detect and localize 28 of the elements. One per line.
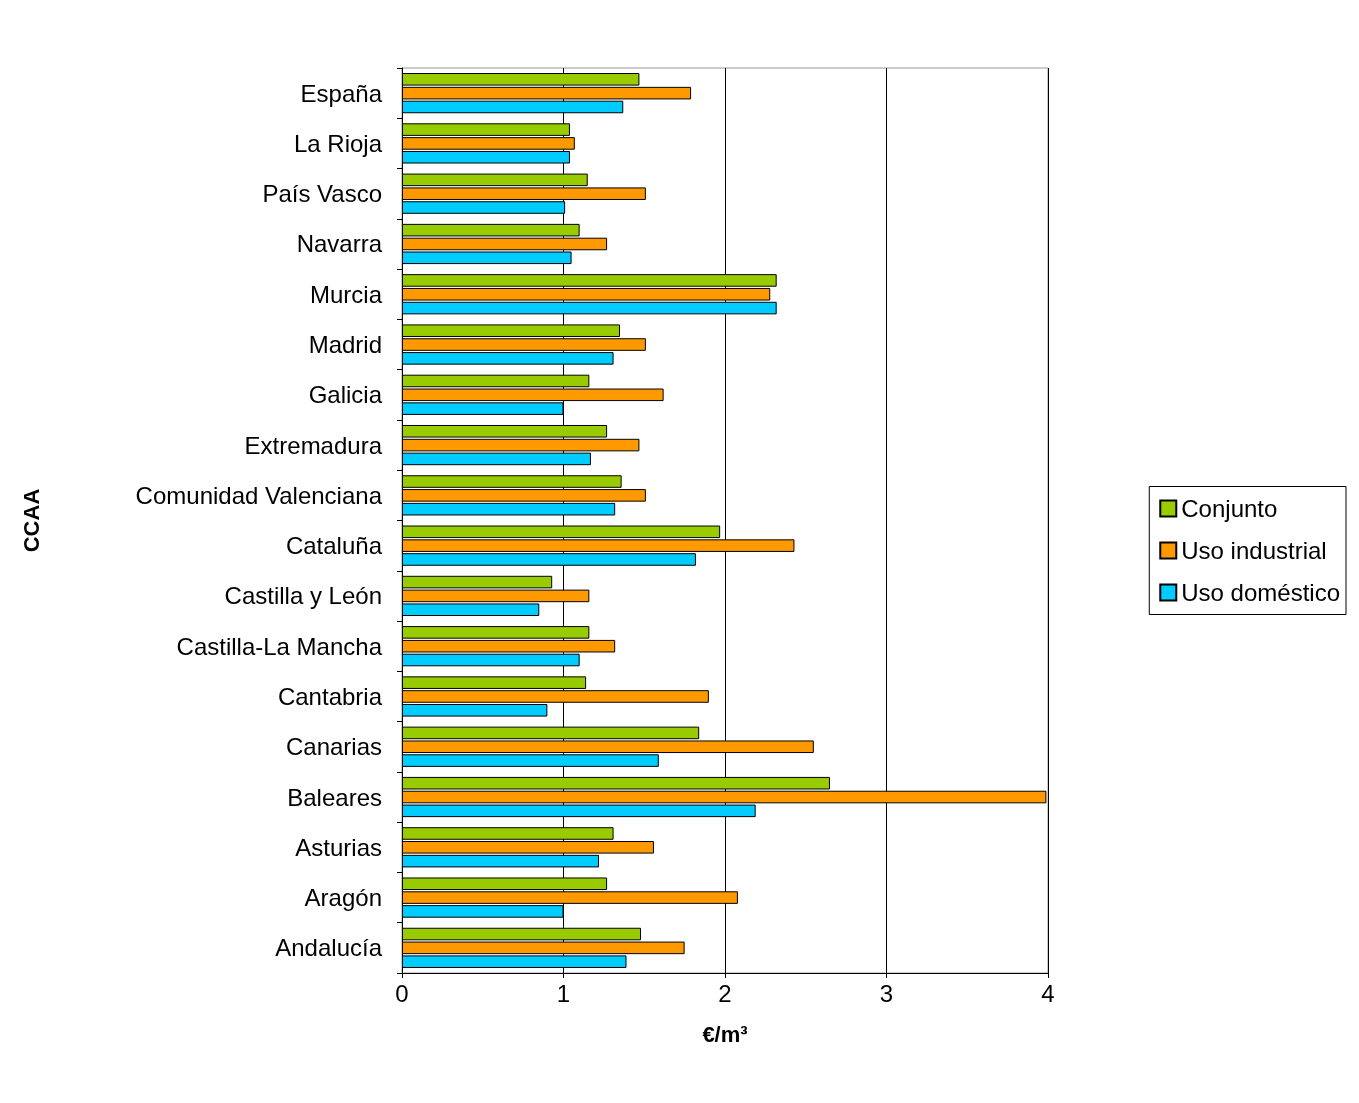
x-axis-title: €/m³ — [702, 1021, 748, 1047]
legend-label: Uso industrial — [1181, 537, 1327, 564]
legend-label: Uso doméstico — [1181, 579, 1340, 606]
y-tick-label: Aragón — [304, 884, 382, 912]
y-tick-label: Galicia — [308, 381, 383, 409]
y-tick-label: Cataluña — [285, 532, 383, 560]
x-tick-label: 1 — [556, 979, 571, 1007]
y-tick-label: Madrid — [308, 331, 382, 359]
x-tick-label: 2 — [718, 979, 732, 1007]
y-tick-label: Navarra — [296, 230, 383, 258]
y-tick-label: Castilla-La Mancha — [176, 632, 383, 660]
y-tick-label: País Vasco — [262, 180, 382, 208]
y-tick-label: España — [300, 79, 383, 107]
y-tick-label: Comunidad Valenciana — [135, 481, 383, 509]
y-tick-label: Cantabria — [277, 682, 383, 710]
x-tick-label: 4 — [1041, 979, 1055, 1007]
y-tick-label: La Rioja — [293, 129, 383, 157]
y-axis-title: CCAA — [18, 488, 44, 553]
y-tick-label: Asturias — [295, 833, 382, 861]
x-tick-label: 3 — [879, 979, 894, 1007]
legend-label: Conjunto — [1181, 495, 1278, 522]
y-tick-label: Castilla y León — [224, 582, 382, 610]
y-tick-label: Baleares — [287, 783, 382, 811]
y-tick-label: Canarias — [285, 733, 382, 761]
y-tick-label: Andalucía — [275, 934, 383, 962]
y-tick-label: Murcia — [309, 280, 383, 308]
x-tick-label: 0 — [395, 979, 409, 1007]
y-tick-label: Extremadura — [244, 431, 383, 459]
